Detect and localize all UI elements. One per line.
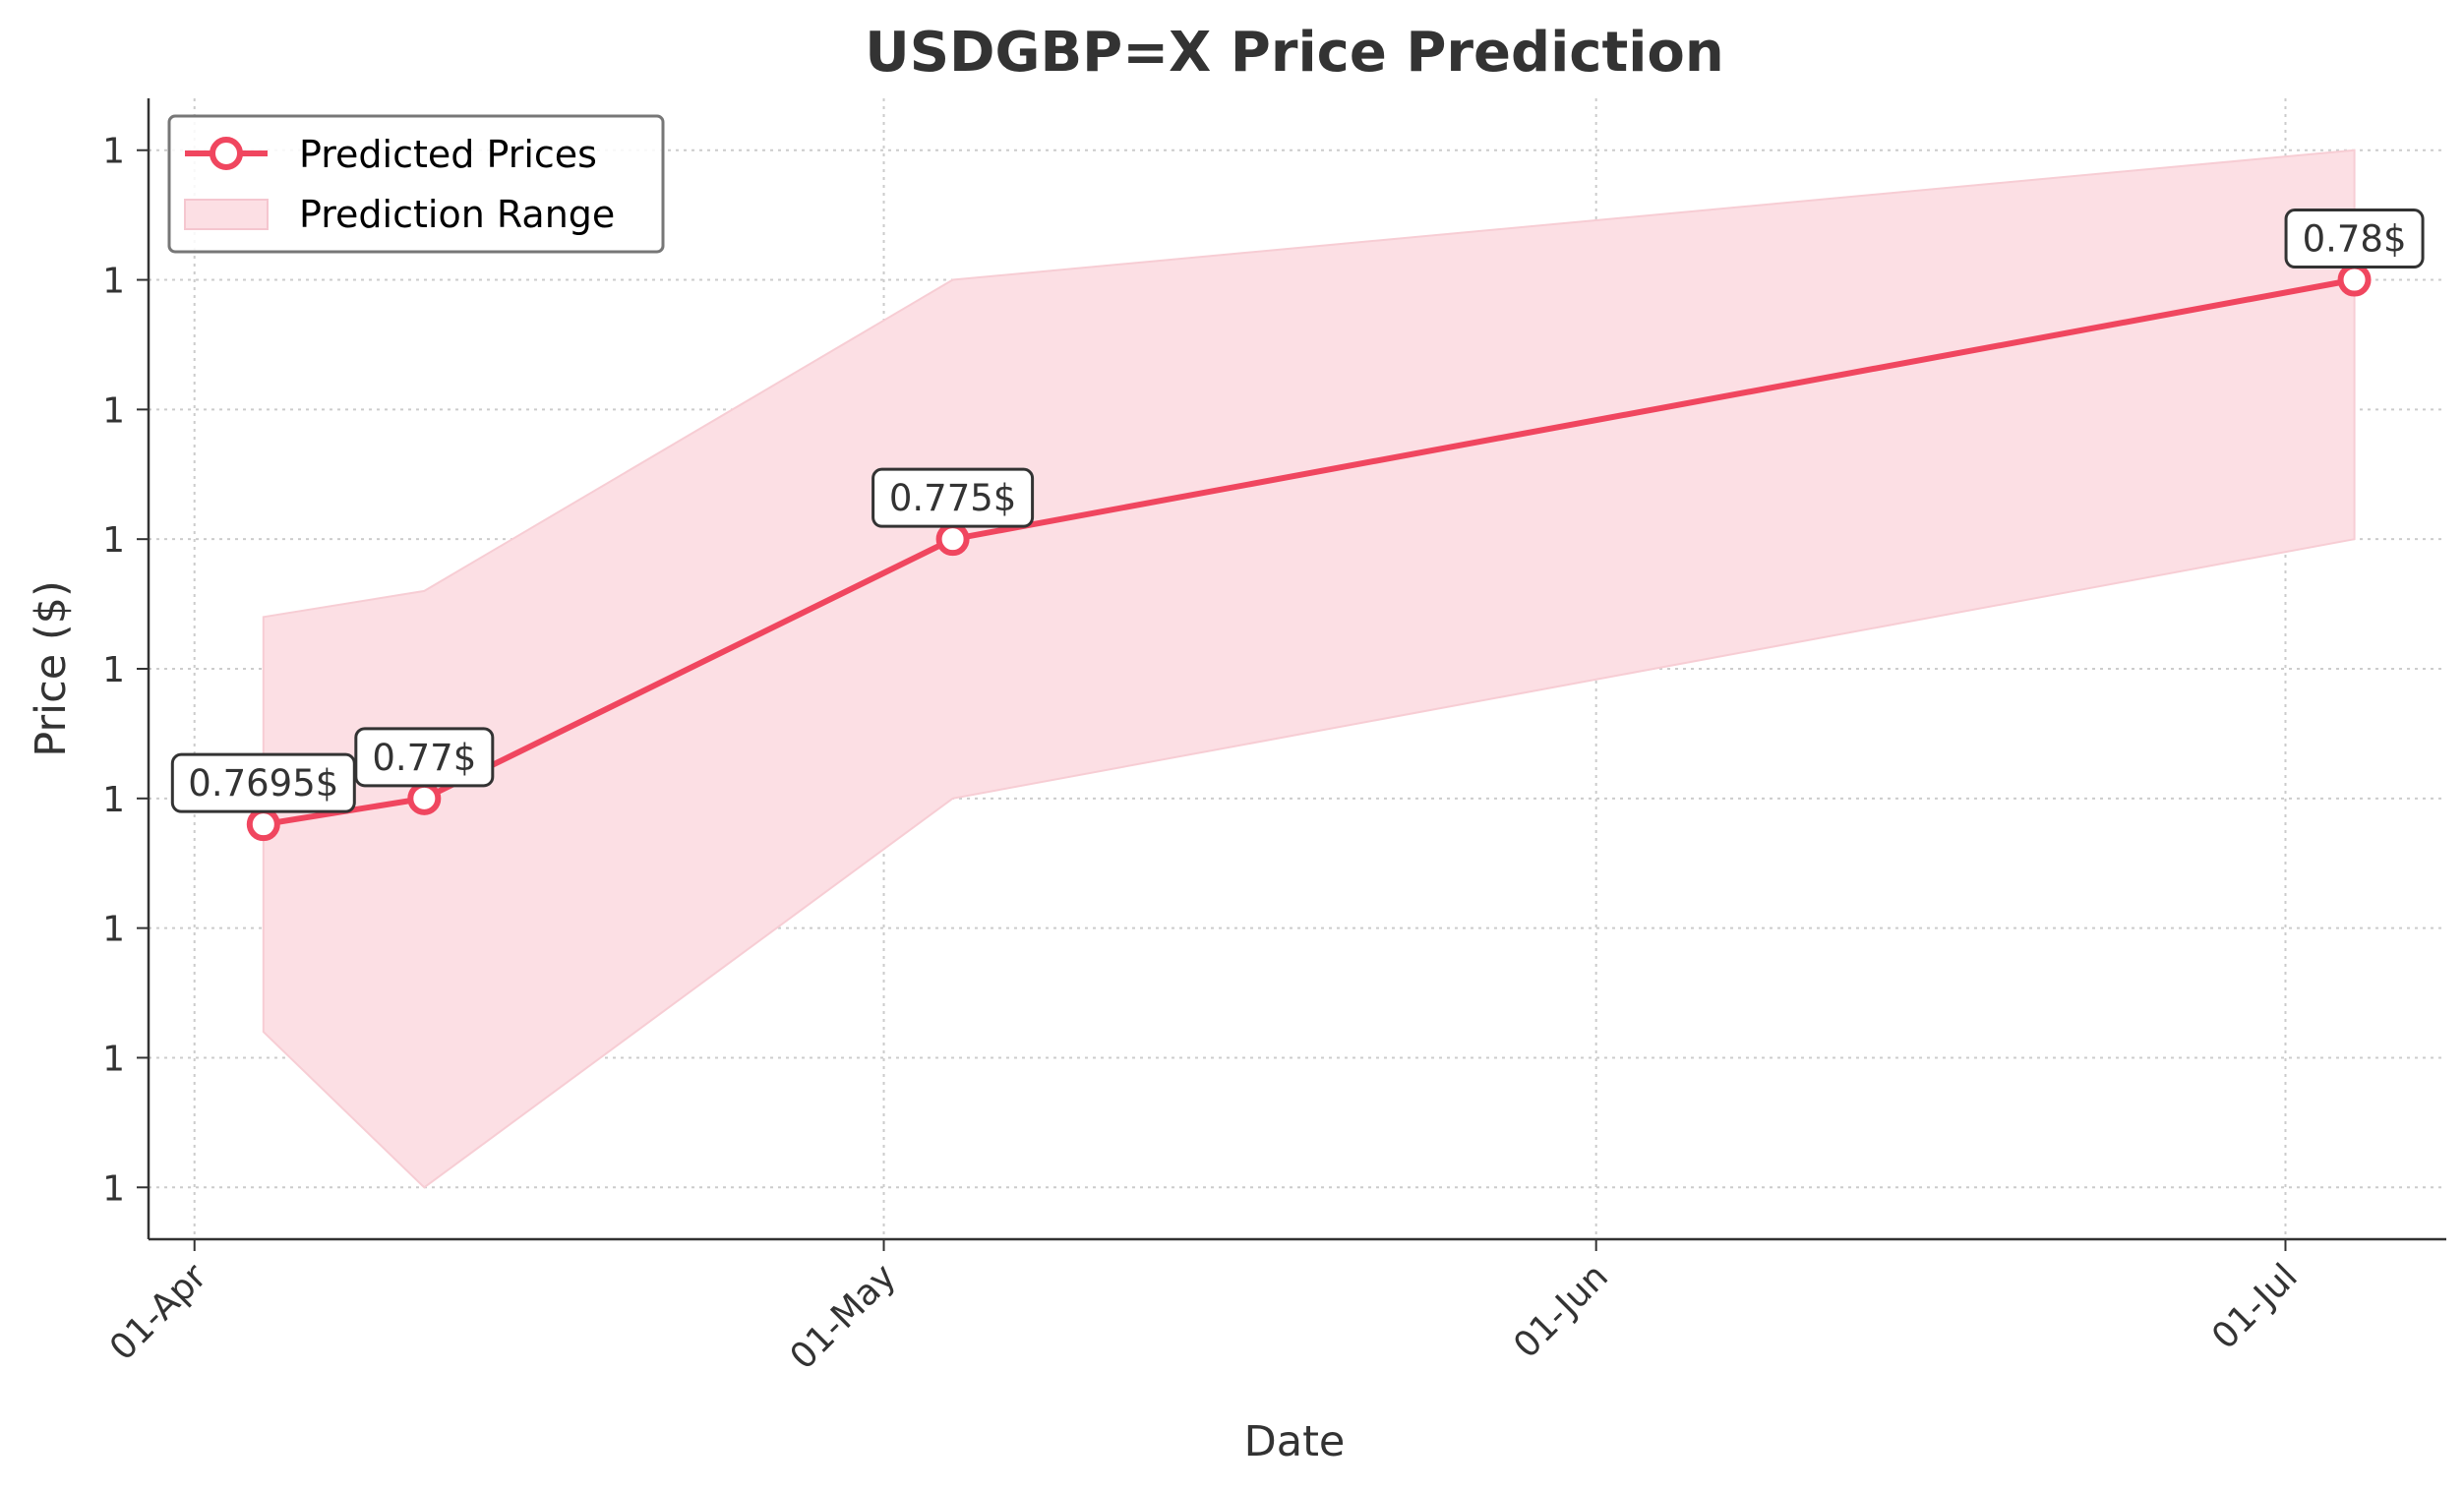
- y-tick-label: 1: [102, 390, 125, 431]
- data-label-box: [170, 752, 356, 813]
- x-tick-label: 01-Apr: [102, 1256, 214, 1368]
- legend: Predicted Prices Prediction Range: [167, 114, 665, 254]
- data-label-box: [871, 467, 1035, 528]
- y-tick-label: 1: [102, 910, 125, 950]
- legend-label-range: Prediction Range: [299, 193, 615, 236]
- y-tick-label: 1: [102, 1039, 125, 1079]
- data-label: 0.78$: [2303, 218, 2407, 261]
- data-label-box: [2284, 209, 2425, 269]
- legend-label-predicted: Predicted Prices: [299, 133, 597, 176]
- y-tick-label: 1: [102, 520, 125, 561]
- y-tick-label: 1: [102, 650, 125, 690]
- x-axis-label: Date: [1244, 1417, 1346, 1466]
- range-layer: [262, 149, 2356, 1189]
- chart-title: USDGBP=X Price Prediction: [865, 21, 1724, 85]
- y-tick-label: 1: [102, 780, 125, 820]
- data-label-box: [354, 727, 495, 788]
- legend-range-swatch: [184, 199, 269, 230]
- y-tick-label: 1: [102, 1168, 125, 1209]
- legend-marker-swatch: [210, 137, 243, 170]
- data-point-marker: [246, 807, 280, 842]
- x-tick-label: 01-Jul: [2204, 1256, 2306, 1357]
- data-point-marker: [407, 781, 442, 815]
- legend-frame: [167, 114, 665, 254]
- x-tick-label: 01-May: [783, 1256, 904, 1377]
- data-point-marker: [935, 522, 970, 557]
- x-tick-label: 01-Jun: [1506, 1256, 1616, 1366]
- data-label: 0.77$: [372, 737, 476, 779]
- data-point-marker: [2337, 263, 2372, 297]
- data-label: 0.775$: [889, 477, 1016, 519]
- y-tick-label: 1: [102, 262, 125, 302]
- data-label: 0.7695$: [188, 762, 338, 805]
- y-axis-label: Price ($): [27, 580, 76, 756]
- y-tick-label: 1: [102, 132, 125, 172]
- prediction-range-band: [262, 149, 2356, 1189]
- annotation-layer: 0.7695$ 0.77$ 0.775$ 0.78$: [170, 209, 2425, 813]
